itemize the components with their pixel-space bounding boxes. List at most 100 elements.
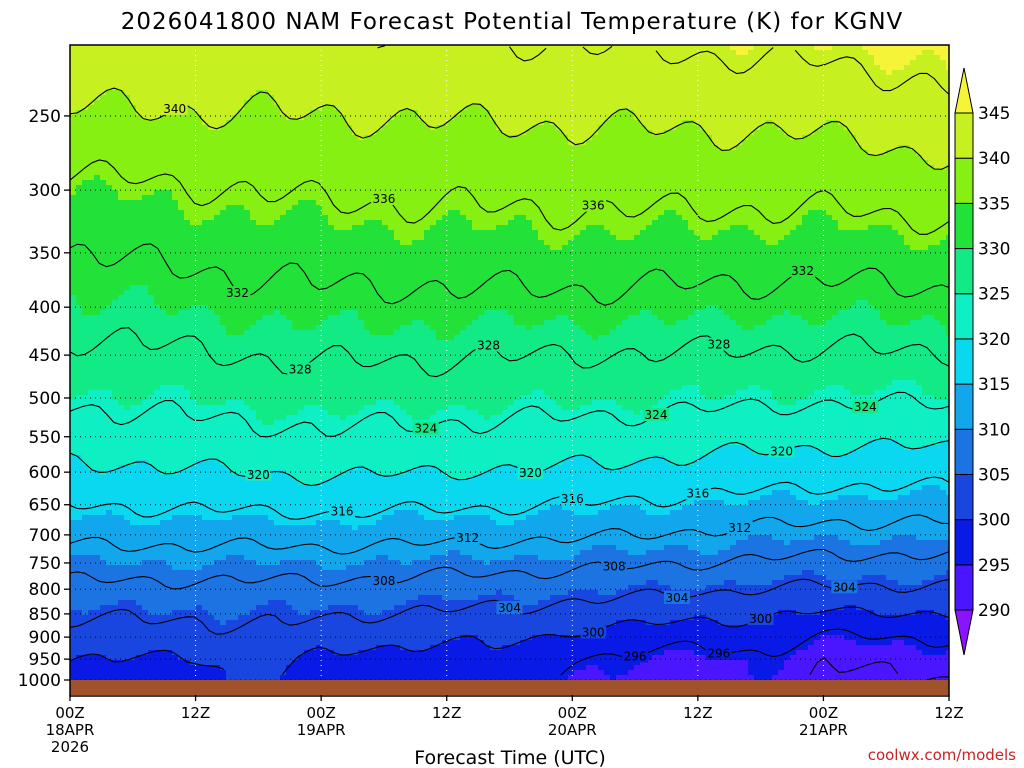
heatmap-cell <box>298 50 305 56</box>
heatmap-cell <box>628 140 635 146</box>
heatmap-cell <box>670 170 677 176</box>
heatmap-cell <box>928 175 935 181</box>
heatmap-cell <box>70 70 77 76</box>
heatmap-cell <box>526 135 533 141</box>
heatmap-cell <box>322 90 329 96</box>
heatmap-cell <box>190 70 197 76</box>
heatmap-cell <box>208 85 215 91</box>
heatmap-cell <box>826 45 833 51</box>
heatmap-cell <box>364 45 371 51</box>
heatmap-cell <box>808 170 815 176</box>
heatmap-cell <box>424 130 431 136</box>
heatmap-cell <box>382 65 389 71</box>
heatmap-cell <box>268 200 275 206</box>
heatmap-cell <box>292 75 299 81</box>
heatmap-cell <box>442 165 449 171</box>
heatmap-cell <box>544 55 551 61</box>
heatmap-cell <box>472 185 479 191</box>
heatmap-cell <box>382 115 389 121</box>
heatmap-cell <box>592 95 599 101</box>
heatmap-cell <box>862 55 869 61</box>
heatmap-cell <box>682 110 689 116</box>
heatmap-cell <box>646 80 653 86</box>
heatmap-cell <box>316 140 323 146</box>
heatmap-cell <box>184 140 191 146</box>
heatmap-cell <box>292 125 299 131</box>
heatmap-cell <box>340 100 347 106</box>
heatmap-cell <box>598 130 605 136</box>
heatmap-cell <box>520 100 527 106</box>
heatmap-cell <box>418 65 425 71</box>
heatmap-cell <box>880 60 887 66</box>
heatmap-cell <box>808 205 815 211</box>
heatmap-cell <box>946 205 949 211</box>
heatmap-cell <box>568 185 575 191</box>
heatmap-cell <box>790 45 797 51</box>
heatmap-cell <box>652 50 659 56</box>
heatmap-cell <box>838 180 845 186</box>
heatmap-cell <box>568 140 575 146</box>
heatmap-cell <box>76 60 83 66</box>
heatmap-cell <box>652 205 659 211</box>
heatmap-cell <box>418 140 425 146</box>
heatmap-cell <box>856 65 863 71</box>
heatmap-cell <box>460 210 467 216</box>
heatmap-cell <box>364 50 371 56</box>
heatmap-cell <box>274 165 281 171</box>
heatmap-cell <box>616 95 623 101</box>
heatmap-cell <box>874 205 881 211</box>
heatmap-cell <box>346 195 353 201</box>
heatmap-cell <box>862 115 869 121</box>
heatmap-cell <box>928 165 935 171</box>
heatmap-cell <box>790 50 797 56</box>
heatmap-cell <box>838 100 845 106</box>
heatmap-cell <box>280 200 287 206</box>
heatmap-cell <box>448 95 455 101</box>
heatmap-cell <box>886 80 893 86</box>
heatmap-cell <box>184 180 191 186</box>
heatmap-cell <box>220 80 227 86</box>
heatmap-cell <box>484 65 491 71</box>
heatmap-cell <box>154 45 161 51</box>
heatmap-cell <box>934 85 941 91</box>
heatmap-cell <box>136 185 143 191</box>
heatmap-cell <box>310 205 317 211</box>
heatmap-cell <box>322 140 329 146</box>
heatmap-cell <box>82 135 89 141</box>
heatmap-cell <box>730 105 737 111</box>
heatmap-cell <box>184 65 191 71</box>
heatmap-cell <box>598 80 605 86</box>
heatmap-cell <box>766 200 773 206</box>
heatmap-cell <box>874 165 881 171</box>
heatmap-cell <box>286 125 293 131</box>
heatmap-cell <box>454 130 461 136</box>
heatmap-cell <box>292 50 299 56</box>
heatmap-cell <box>700 135 707 141</box>
heatmap-cell <box>538 145 545 151</box>
heatmap-cell <box>574 65 581 71</box>
heatmap-cell <box>358 120 365 126</box>
heatmap-cell <box>772 135 779 141</box>
heatmap-cell <box>226 110 233 116</box>
heatmap-cell <box>604 55 611 61</box>
heatmap-cell <box>448 210 455 216</box>
heatmap-cell <box>460 170 467 176</box>
heatmap-cell <box>514 165 521 171</box>
heatmap-cell <box>940 60 947 66</box>
heatmap-cell <box>910 165 917 171</box>
heatmap-cell <box>400 85 407 91</box>
heatmap-cell <box>184 170 191 176</box>
heatmap-cell <box>574 105 581 111</box>
heatmap-cell <box>448 135 455 141</box>
heatmap-cell <box>856 115 863 121</box>
heatmap-cell <box>700 130 707 136</box>
heatmap-cell <box>778 155 785 161</box>
heatmap-cell <box>850 195 857 201</box>
heatmap-cell <box>886 175 893 181</box>
heatmap-cell <box>682 200 689 206</box>
heatmap-cell <box>784 180 791 186</box>
heatmap-cell <box>706 185 713 191</box>
heatmap-cell <box>724 135 731 141</box>
heatmap-cell <box>406 55 413 61</box>
heatmap-cell <box>760 185 767 191</box>
